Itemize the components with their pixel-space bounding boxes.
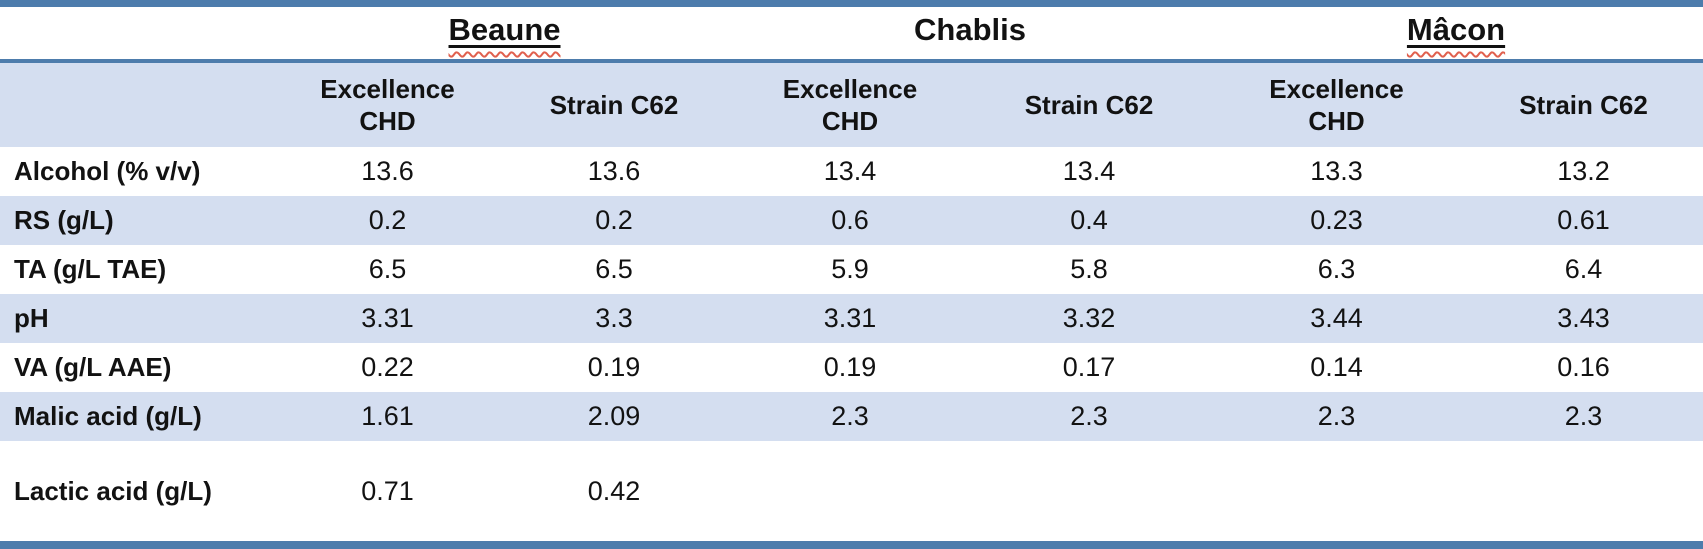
table-row-rs: RS (g/L) 0.2 0.2 0.6 0.4 0.23 0.61: [0, 196, 1703, 245]
value-cell: 13.6: [278, 147, 497, 196]
row-label: pH: [0, 294, 278, 343]
region-header-macon: Mâcon: [1209, 3, 1703, 63]
value-cell: [1209, 441, 1465, 545]
value-cell: 0.42: [497, 441, 732, 545]
value-cell: 6.5: [278, 245, 497, 294]
row-label: Alcohol (% v/v): [0, 147, 278, 196]
row-label: VA (g/L AAE): [0, 343, 278, 392]
value-cell: 0.16: [1464, 343, 1703, 392]
region-header-chablis: Chablis: [731, 3, 1210, 63]
table-row-va: VA (g/L AAE) 0.22 0.19 0.19 0.17 0.14 0.…: [0, 343, 1703, 392]
value-cell: 5.9: [731, 245, 970, 294]
value-cell: [969, 441, 1210, 545]
value-cell: 0.23: [1209, 196, 1465, 245]
value-cell: 0.4: [969, 196, 1210, 245]
col-header-macon-excellence: Excellence CHD: [1209, 61, 1465, 147]
value-cell: 0.71: [278, 441, 497, 545]
column-header-row: Excellence CHD Strain C62 Excellence CHD…: [0, 61, 1703, 147]
region-label: Beaune: [448, 12, 561, 47]
col-header-beaune-excellence: Excellence CHD: [278, 61, 497, 147]
value-cell: 1.61: [278, 392, 497, 441]
value-cell: 13.4: [731, 147, 970, 196]
row-label: Lactic acid (g/L): [0, 441, 278, 545]
value-cell: 13.2: [1464, 147, 1703, 196]
value-cell: 3.31: [278, 294, 497, 343]
value-cell: 0.6: [731, 196, 970, 245]
corner-empty-cell: [0, 3, 278, 63]
table-row-malic-acid: Malic acid (g/L) 1.61 2.09 2.3 2.3 2.3 2…: [0, 392, 1703, 441]
value-cell: [731, 441, 970, 545]
col-header-macon-strain: Strain C62: [1464, 61, 1703, 147]
col-header-chablis-strain: Strain C62: [969, 61, 1210, 147]
value-cell: 0.19: [731, 343, 970, 392]
value-cell: 6.4: [1464, 245, 1703, 294]
value-cell: 0.2: [278, 196, 497, 245]
value-cell: 0.19: [497, 343, 732, 392]
value-cell: 2.09: [497, 392, 732, 441]
row-label: Malic acid (g/L): [0, 392, 278, 441]
value-cell: 0.17: [969, 343, 1210, 392]
value-cell: 2.3: [731, 392, 970, 441]
value-cell: 0.14: [1209, 343, 1465, 392]
table-row-alcohol: Alcohol (% v/v) 13.6 13.6 13.4 13.4 13.3…: [0, 147, 1703, 196]
value-cell: 0.2: [497, 196, 732, 245]
value-cell: 3.3: [497, 294, 732, 343]
value-cell: 3.32: [969, 294, 1210, 343]
region-label: Mâcon: [1406, 12, 1506, 47]
row-label: RS (g/L): [0, 196, 278, 245]
table-row-ph: pH 3.31 3.3 3.31 3.32 3.44 3.43: [0, 294, 1703, 343]
col-header-chablis-excellence: Excellence CHD: [731, 61, 970, 147]
value-cell: [1464, 441, 1703, 545]
value-cell: 6.3: [1209, 245, 1465, 294]
value-cell: 3.43: [1464, 294, 1703, 343]
value-cell: 0.61: [1464, 196, 1703, 245]
table-row-ta: TA (g/L TAE) 6.5 6.5 5.9 5.8 6.3 6.4: [0, 245, 1703, 294]
value-cell: 2.3: [1209, 392, 1465, 441]
region-header-beaune: Beaune: [278, 3, 732, 63]
value-cell: 6.5: [497, 245, 732, 294]
value-cell: 5.8: [969, 245, 1210, 294]
empty-header-cell: [0, 61, 278, 147]
value-cell: 13.6: [497, 147, 732, 196]
region-header-row: Beaune Chablis Mâcon: [0, 3, 1703, 63]
value-cell: 13.3: [1209, 147, 1465, 196]
region-label: Chablis: [914, 12, 1026, 47]
row-label: TA (g/L TAE): [0, 245, 278, 294]
value-cell: 0.22: [278, 343, 497, 392]
value-cell: 13.4: [969, 147, 1210, 196]
table-row-lactic-acid: Lactic acid (g/L) 0.71 0.42: [0, 441, 1703, 545]
col-header-beaune-strain: Strain C62: [497, 61, 732, 147]
value-cell: 3.31: [731, 294, 970, 343]
value-cell: 2.3: [969, 392, 1210, 441]
value-cell: 3.44: [1209, 294, 1465, 343]
value-cell: 2.3: [1464, 392, 1703, 441]
